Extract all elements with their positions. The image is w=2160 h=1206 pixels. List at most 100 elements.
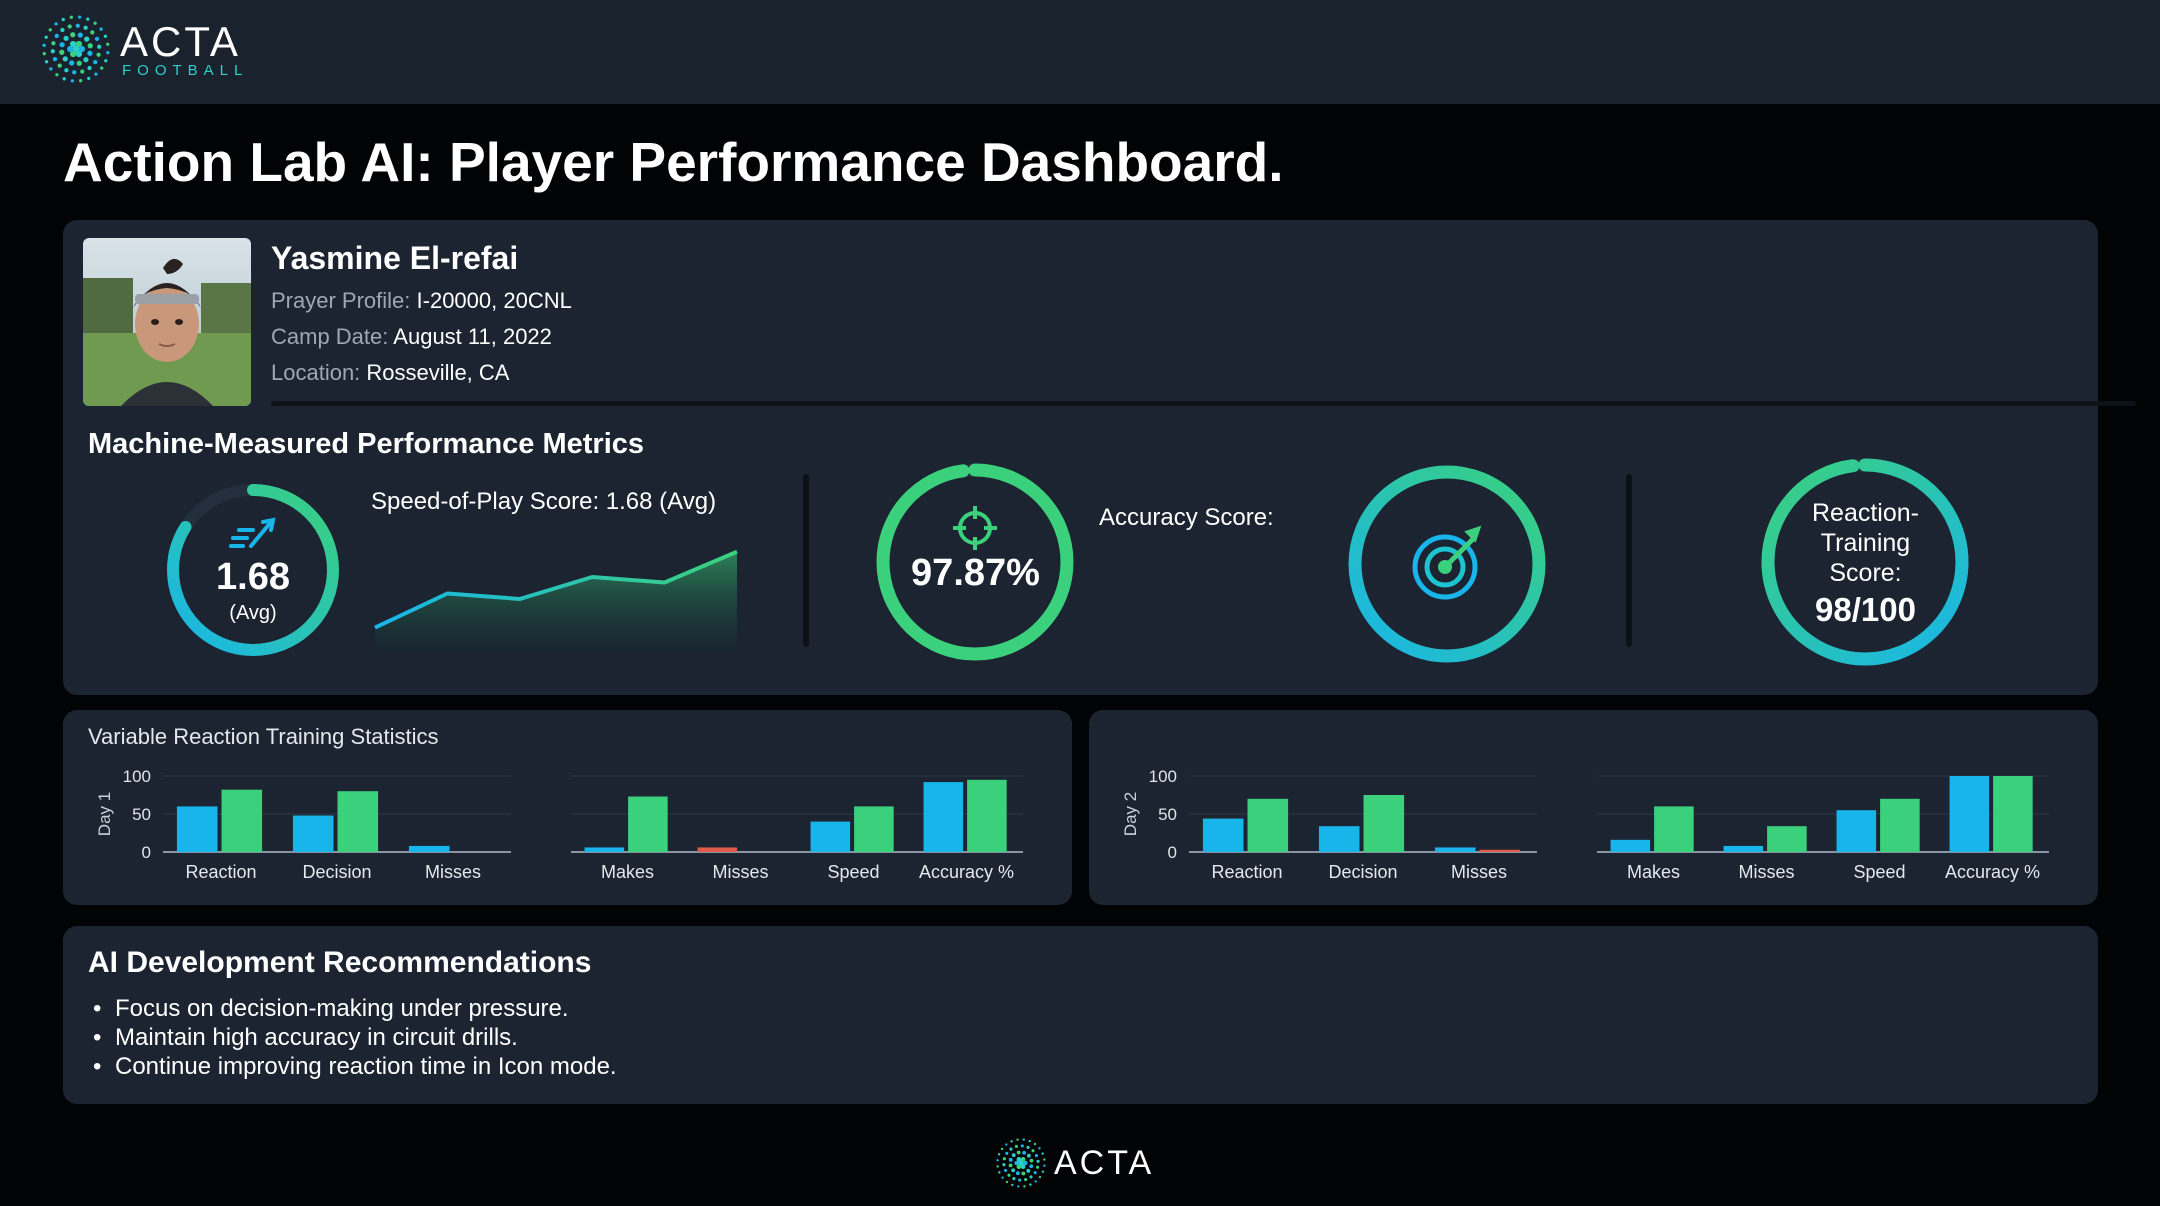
accuracy-label: Accuracy Score: [1099,504,1274,531]
camp-date-row: Camp Date: August 11, 2022 [271,324,552,350]
player-name: Yasmine El-refai [271,240,519,276]
category-label: Decision [302,862,371,882]
speed-value: 1.68 [216,556,290,598]
metric-divider-1 [803,474,809,647]
y-tick-label: 0 [142,843,151,862]
bar [1654,806,1694,852]
bar [1363,795,1405,852]
bar [1949,776,1990,852]
acta-logo-icon [42,15,110,83]
accuracy-gauge: 97.87% [873,460,1078,665]
category-label: Misses [1738,862,1794,882]
recommendations-panel: AI Development Recommendations Focus on … [63,926,2098,1104]
acta-footer-icon [996,1138,1046,1188]
category-label: Speed [827,862,879,882]
bar [221,789,263,852]
target-icon [1412,525,1482,600]
camp-date-label: Camp Date: [271,324,389,349]
bar [1247,798,1289,852]
bar [854,806,894,852]
bar [584,847,625,852]
category-label: Reaction [185,862,256,882]
reaction-label-1: Reaction- [1812,499,1919,527]
category-label: Accuracy % [1945,862,2040,882]
crosshair-icon [953,506,997,550]
location-row: Location: Rosseville, CA [271,360,509,386]
recommendation-item: Continue improving reaction time in Icon… [93,1052,617,1081]
bar [1610,839,1651,852]
bar [1880,798,1920,852]
profile-divider [271,401,2136,406]
camp-date-value: August 11, 2022 [393,324,552,349]
speed-icon [229,517,276,548]
logo-subtitle: FOOTBALL [122,62,249,79]
footer-brand: ACTA [1054,1144,1155,1182]
category-label: Speed [1853,862,1905,882]
bar [923,782,964,852]
reaction-label-2: Training [1820,529,1911,557]
page-title: Action Lab AI: Player Performance Dashbo… [63,131,1284,193]
category-label: Makes [1627,862,1680,882]
accuracy-value: 97.87% [911,552,1040,594]
y-tick-label: 50 [132,805,151,824]
footer-logo: ACTA [996,1138,1166,1188]
top-bar: ACTA FOOTBALL [0,0,2160,104]
y-tick-label: 50 [1158,805,1177,824]
bar [1434,847,1476,852]
category-label: Accuracy % [919,862,1014,882]
reaction-value: 98/100 [1815,591,1916,628]
reaction-label-3: Score: [1829,559,1902,587]
metrics-section-title: Machine-Measured Performance Metrics [88,428,645,460]
stats-panel-day2: Day 2 100 50 0 Reaction Decision Misses Makes Mi… [1089,710,2098,905]
player-photo [83,238,251,406]
bar [176,806,218,852]
y-tick-label: 0 [1168,843,1177,862]
bar [1479,849,1521,852]
bar [292,815,334,852]
bar [1318,826,1360,852]
bar [1836,810,1877,852]
category-label: Decision [1328,862,1397,882]
speed-label: Speed-of-Play Score: 1.68 (Avg) [371,488,717,515]
recommendations-list: Focus on decision-making under pressure.… [93,994,617,1081]
category-label: Reaction [1211,862,1282,882]
stats-title: Variable Reaction Training Statistics [88,724,439,749]
bar [1202,818,1244,852]
acta-football-logo[interactable]: ACTA FOOTBALL [42,14,292,86]
bar [628,796,668,852]
bar [967,779,1007,852]
speed-trend-chart [374,549,738,653]
bar [1993,776,2033,852]
bar [1767,826,1807,852]
recommendations-title: AI Development Recommendations [88,946,592,979]
bar [810,821,851,852]
y-tick-label: 100 [123,767,151,786]
player-profile-row: Prayer Profile: I-20000, 20CNL [271,288,572,314]
profile-label: Prayer Profile: [271,288,411,313]
player-metrics-panel: Yasmine El-refai Prayer Profile: I-20000… [63,220,2136,695]
profile-value: I-20000, 20CNL [416,288,572,313]
bar [337,791,379,852]
target-gauge [1345,462,1550,667]
recommendation-item: Focus on decision-making under pressure. [93,994,617,1023]
category-label: Misses [1451,862,1507,882]
category-label: Misses [425,862,481,882]
category-label: Misses [712,862,768,882]
category-label: Makes [601,862,654,882]
logo-title: ACTA [120,18,241,65]
day1-charts: Day 1 100 50 0 Reaction Decision Misses Makes Mi… [95,767,1023,882]
bar [1723,845,1764,852]
y-tick-label: 100 [1149,767,1177,786]
day2-charts: Day 2 100 50 0 Reaction Decision Misses Makes Mi… [1121,767,2049,882]
speed-unit: (Avg) [229,602,277,624]
location-value: Rosseville, CA [366,360,510,385]
day-axis-label: Day 2 [1121,792,1140,836]
reaction-gauge: Reaction- Training Score: 98/100 [1758,455,1973,670]
speed-gauge: 1.68 (Avg) [163,480,343,660]
stats-panel-day1: Variable Reaction Training Statistics Da… [63,710,1072,905]
location-label: Location: [271,360,361,385]
day-axis-label: Day 1 [95,792,114,836]
bar [408,845,450,852]
metric-divider-2 [1626,474,1632,647]
bar [697,847,738,852]
